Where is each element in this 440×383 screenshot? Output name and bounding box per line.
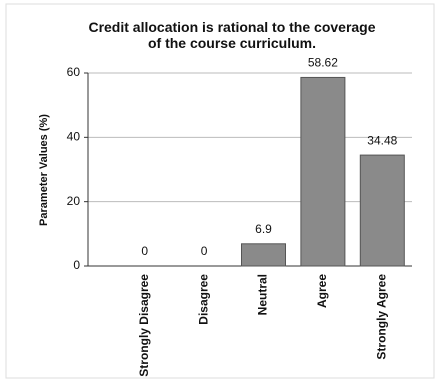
x-tick-label: Agree	[315, 274, 329, 308]
x-tick-label: Strongly Agree	[374, 274, 388, 360]
y-axis-title: Parameter Values (%)	[38, 114, 50, 226]
y-tick-label: 40	[67, 130, 81, 144]
x-tick-label: Strongly Disagree	[137, 274, 151, 377]
bar	[241, 243, 286, 267]
value-label: 34.48	[367, 133, 397, 147]
y-tick-label: 60	[67, 65, 81, 79]
value-label: 6.9	[255, 222, 272, 236]
bar	[359, 154, 405, 267]
frame	[5, 3, 435, 379]
y-tick-label: 20	[67, 194, 81, 208]
x-tick-label: Disagree	[196, 274, 210, 325]
bar	[300, 76, 346, 267]
x-tick-label: Neutral	[256, 274, 270, 315]
chart-title: Credit allocation is rational to the cov…	[88, 19, 375, 51]
y-tick-label: 0	[73, 258, 80, 272]
value-label: 0	[141, 244, 148, 258]
value-label: 58.62	[308, 56, 338, 70]
value-label: 0	[201, 244, 208, 258]
